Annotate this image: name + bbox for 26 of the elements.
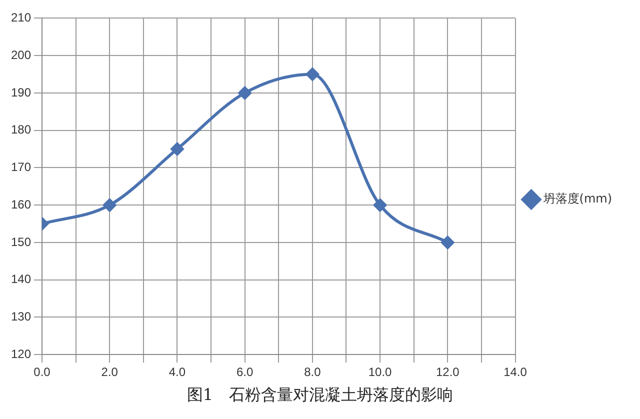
y-tick-label: 200 [10, 48, 32, 62]
point [238, 86, 252, 100]
point [306, 68, 319, 81]
caption: 图1 石粉含量对混凝土坍落度的影响 [186, 385, 454, 406]
legend-label: 坍落度(mm) [542, 192, 612, 206]
x-tick-label: 12.0 [436, 365, 460, 380]
point [374, 198, 387, 212]
point [170, 142, 184, 156]
y-tick-label: 130 [10, 310, 32, 324]
x-tick-label: 10.0 [368, 365, 392, 380]
x-tick-label: 8.0 [304, 365, 322, 380]
y-tick-label: 150 [10, 234, 32, 249]
x-tick-label: 4.0 [168, 365, 186, 380]
y-tick-label: 190 [10, 85, 32, 100]
y-tick-label: 120 [10, 346, 32, 361]
y-tick-label: 160 [10, 197, 32, 212]
x-tick-label: 6.0 [236, 365, 254, 380]
y-tick-label: 180 [10, 122, 32, 137]
x-tick-label: 0.0 [34, 365, 51, 380]
y-tick-label: 170 [10, 160, 32, 174]
y-tick-label: 140 [10, 272, 32, 286]
x-tick-label: 2.0 [101, 365, 118, 380]
y-tick-label: 210 [10, 10, 32, 25]
x-tick-label: 14.0 [504, 365, 528, 380]
point [441, 236, 454, 249]
point [103, 198, 116, 212]
